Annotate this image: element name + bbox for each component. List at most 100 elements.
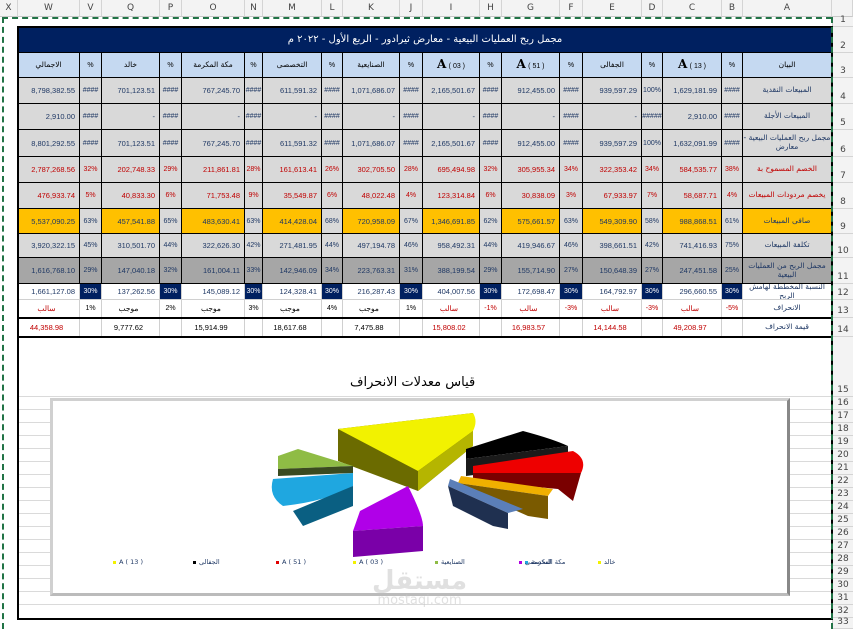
cost-of-sales-sanaiya[interactable]: 497,194.78 [343,234,400,258]
cost-of-sales-total-pct[interactable]: 45% [80,234,102,258]
net-sales-khalid-pct[interactable]: 65% [160,209,182,234]
cash-sales-khalid[interactable]: 701,123.51 [102,78,160,104]
row-header-22[interactable]: 22 [832,475,853,488]
gross-sales-khalid-pct[interactable]: #### [160,130,182,157]
row-header-15[interactable]: 15 [832,337,853,397]
deviation-value-takhassusi-pct[interactable] [322,318,343,337]
gross-sales-a03[interactable]: 2,165,501.67 [423,130,480,157]
sales-returns-a03-pct[interactable]: 6% [480,183,502,209]
deviation-takhassusi-pct[interactable]: 4% [322,300,343,318]
deviation-a13[interactable]: سالب [663,300,722,318]
sales-returns-a13-pct[interactable]: 4% [722,183,743,209]
row-header-27[interactable]: 27 [832,540,853,553]
col-header-X[interactable]: X [0,0,18,17]
allowed-discount-total-pct[interactable]: 32% [80,157,102,183]
gross-sales-a51-pct[interactable]: #### [560,130,583,157]
gross-profit-khalid-pct[interactable]: 32% [160,258,182,284]
cash-sales-sanaiya-pct[interactable]: #### [400,78,423,104]
legend-item-a03[interactable]: A ( 03 ) [353,558,383,566]
legend-item-takhassusi[interactable]: التخصصى [519,558,552,566]
sales-returns-sanaiya[interactable]: 48,022.48 [343,183,400,209]
net-sales-a13[interactable]: 988,868.51 [663,209,722,234]
col-header-P[interactable]: P [160,0,182,17]
sales-returns-khalid-pct[interactable]: 6% [160,183,182,209]
cost-of-sales-a13[interactable]: 741,416.93 [663,234,722,258]
row-header-3[interactable]: 3 [832,53,853,78]
row-header-11[interactable]: 11 [832,258,853,284]
deferred-sales-total[interactable]: 2,910.00 [18,104,80,130]
deferred-sales-jafali-pct[interactable]: ##### [642,104,663,130]
planned-margin-takhassusi-pct[interactable]: 30% [322,284,343,300]
planned-margin-makkah-pct[interactable]: 30% [245,284,263,300]
planned-margin-a03[interactable]: 404,007.56 [423,284,480,300]
gross-sales-a13[interactable]: 1,632,091.99 [663,130,722,157]
cash-sales-a13[interactable]: 1,629,181.99 [663,78,722,104]
gross-profit-makkah[interactable]: 161,004.11 [182,258,245,284]
net-sales-total[interactable]: 5,537,090.25 [18,209,80,234]
net-sales-sanaiya-pct[interactable]: 67% [400,209,423,234]
allowed-discount-khalid-pct[interactable]: 29% [160,157,182,183]
deviation-value-sanaiya-pct[interactable] [400,318,423,337]
planned-margin-a13[interactable]: 296,660.55 [663,284,722,300]
deviation-total[interactable]: سالب [18,300,80,318]
row-header-4[interactable]: 4 [832,78,853,104]
cash-sales-khalid-pct[interactable]: #### [160,78,182,104]
cash-sales-total-pct[interactable]: #### [80,78,102,104]
pie-chart[interactable] [50,398,790,596]
cash-sales-a13-pct[interactable]: #### [722,78,743,104]
net-sales-sanaiya[interactable]: 720,958.09 [343,209,400,234]
row-header-24[interactable]: 24 [832,501,853,514]
net-sales-makkah-pct[interactable]: 63% [245,209,263,234]
legend-item-a13[interactable]: A ( 13 ) [113,558,143,566]
deviation-value-khalid-pct[interactable] [160,318,182,337]
gross-sales-jafali[interactable]: 939,597.29 [583,130,642,157]
deviation-value-total[interactable]: 44,358.98 [18,318,80,337]
allowed-discount-makkah[interactable]: 211,861.81 [182,157,245,183]
col-header-A[interactable]: A [743,0,832,17]
cost-of-sales-khalid[interactable]: 310,501.70 [102,234,160,258]
gross-sales-makkah[interactable]: 767,245.70 [182,130,245,157]
gross-profit-khalid[interactable]: 147,040.18 [102,258,160,284]
net-sales-a13-pct[interactable]: 61% [722,209,743,234]
gross-profit-a13[interactable]: 247,451.58 [663,258,722,284]
planned-margin-khalid-pct[interactable]: 30% [160,284,182,300]
row-header-29[interactable]: 29 [832,566,853,579]
sales-returns-takhassusi[interactable]: 35,549.87 [263,183,322,209]
header-a51-pct[interactable]: % [560,53,583,78]
planned-margin-a13-pct[interactable]: 30% [722,284,743,300]
deferred-sales-a51[interactable]: - [502,104,560,130]
header-label[interactable]: البيان [743,53,832,78]
cash-sales-label[interactable]: المبيعات النقدية [743,78,832,104]
cost-of-sales-makkah-pct[interactable]: 42% [245,234,263,258]
row-header-7[interactable]: 7 [832,157,853,183]
col-header-C[interactable]: C [663,0,722,17]
row-header-21[interactable]: 21 [832,462,853,475]
planned-margin-a51[interactable]: 172,698.47 [502,284,560,300]
header-a51[interactable]: A ( 51 ) [502,53,560,78]
deferred-sales-sanaiya[interactable]: - [343,104,400,130]
cost-of-sales-label[interactable]: تكلفة المبيعات [743,234,832,258]
row-header-30[interactable]: 30 [832,579,853,592]
planned-margin-total[interactable]: 1,661,127.08 [18,284,80,300]
net-sales-jafali-pct[interactable]: 58% [642,209,663,234]
cash-sales-jafali-pct[interactable]: 100% [642,78,663,104]
sales-returns-a51[interactable]: 30,838.09 [502,183,560,209]
row-header-16[interactable]: 16 [832,397,853,410]
col-header-L[interactable]: L [322,0,343,17]
gross-profit-sanaiya[interactable]: 223,763.31 [343,258,400,284]
gross-sales-makkah-pct[interactable]: #### [245,130,263,157]
row-header-6[interactable]: 6 [832,130,853,157]
planned-margin-sanaiya[interactable]: 216,287.43 [343,284,400,300]
row-header-1[interactable]: 1 [832,15,853,27]
row-header-2[interactable]: 2 [832,27,853,53]
net-sales-label[interactable]: صافى المبيعات [743,209,832,234]
col-header-H[interactable]: H [480,0,502,17]
sales-returns-jafali[interactable]: 67,933.97 [583,183,642,209]
sales-returns-a51-pct[interactable]: 3% [560,183,583,209]
col-header-O[interactable]: O [182,0,245,17]
row-header-5[interactable]: 5 [832,104,853,130]
col-header-K[interactable]: K [343,0,400,17]
cash-sales-a03-pct[interactable]: #### [480,78,502,104]
net-sales-khalid[interactable]: 457,541.88 [102,209,160,234]
deviation-khalid-pct[interactable]: 2% [160,300,182,318]
